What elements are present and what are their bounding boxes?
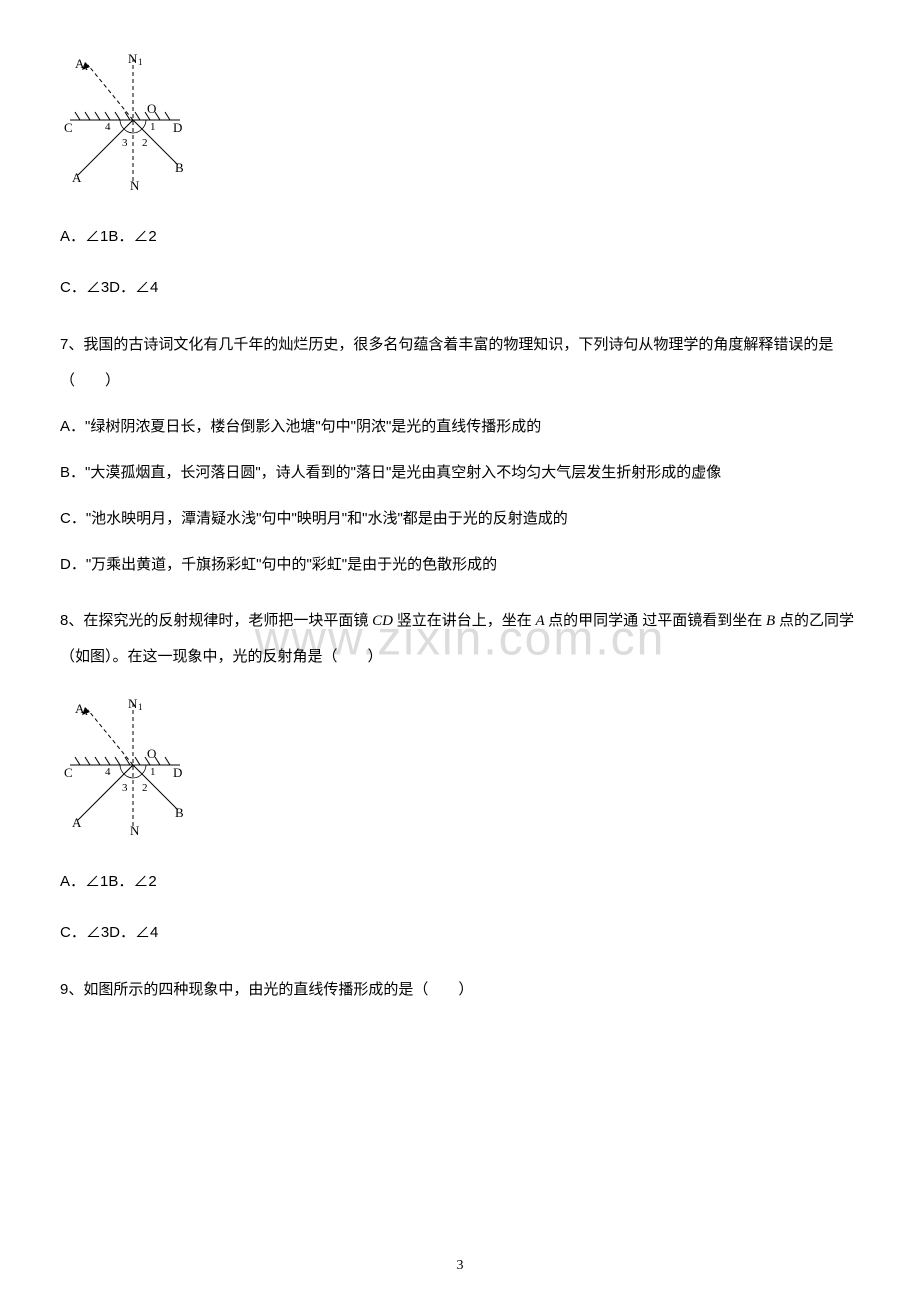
svg-text:1: 1 xyxy=(84,62,89,72)
label-1: 1 xyxy=(150,121,156,133)
svg-text:O: O xyxy=(147,746,156,761)
page-content: A1 N1 O C D A B N 1 2 3 4 A．∠1B．∠2 C．∠3D… xyxy=(60,50,860,1008)
q8-stem-p1: 8、在探究光的反射规律时，老师把一块平面镜 xyxy=(60,612,368,629)
svg-text:2: 2 xyxy=(142,782,148,794)
q8: 8、在探究光的反射规律时，老师把一块平面镜 CD 竖立在讲台上，坐在 A 点的甲… xyxy=(60,603,860,675)
label-o: O xyxy=(147,101,156,116)
label-3: 3 xyxy=(122,137,128,149)
label-4: 4 xyxy=(105,121,111,133)
q8-stem: 8、在探究光的反射规律时，老师把一块平面镜 CD 竖立在讲台上，坐在 A 点的甲… xyxy=(60,603,860,675)
svg-text:4: 4 xyxy=(105,766,111,778)
svg-text:N: N xyxy=(130,823,140,835)
page-number: 3 xyxy=(457,1258,464,1274)
q8-answer-ab: A．∠1B．∠2 xyxy=(60,870,860,891)
svg-text:1: 1 xyxy=(138,702,143,712)
q7-stem: 7、我国的古诗词文化有几千年的灿烂历史，很多名句蕴含着丰富的物理知识，下列诗句从… xyxy=(60,327,860,399)
q8-stem-p3: 点的甲同学通 过平面镜看到坐在 xyxy=(548,612,762,629)
svg-text:D: D xyxy=(173,765,182,780)
label-d: D xyxy=(173,120,182,135)
svg-text:N: N xyxy=(128,696,138,711)
q6-answer-ab: A．∠1B．∠2 xyxy=(60,225,860,246)
q6-answer-cd: C．∠3D．∠4 xyxy=(60,276,860,297)
reflection-diagram-1: A1 N1 O C D A B N 1 2 3 4 xyxy=(60,50,190,190)
q7-option-d: D．"万乘出黄道，千旗扬彩虹"句中的"彩虹"是由于光的色散形成的 xyxy=(60,547,860,583)
q8-var-cd: CD xyxy=(368,613,396,629)
q8-stem-p2: 竖立在讲台上，坐在 xyxy=(397,612,532,629)
svg-text:1: 1 xyxy=(138,57,143,67)
q7: 7、我国的古诗词文化有几千年的灿烂历史，很多名句蕴含着丰富的物理知识，下列诗句从… xyxy=(60,327,860,583)
label-b: B xyxy=(175,160,184,175)
label-n1: N xyxy=(128,51,138,66)
label-a: A xyxy=(72,170,82,185)
q8-var-b: B xyxy=(762,613,779,629)
q9: 9、如图所示的四种现象中，由光的直线传播形成的是（ ） xyxy=(60,972,860,1008)
svg-text:1: 1 xyxy=(150,766,156,778)
label-2: 2 xyxy=(142,137,148,149)
q7-option-a: A．"绿树阴浓夏日长，楼台倒影入池塘"句中"阴浓"是光的直线传播形成的 xyxy=(60,409,860,445)
label-n: N xyxy=(130,178,140,190)
q7-option-b: B．"大漠孤烟直，长河落日圆"，诗人看到的"落日"是光由真空射入不均匀大气层发生… xyxy=(60,455,860,491)
svg-text:1: 1 xyxy=(84,707,89,717)
q8-answer-cd: C．∠3D．∠4 xyxy=(60,921,860,942)
svg-text:B: B xyxy=(175,805,184,820)
q6-diagram: A1 N1 O C D A B N 1 2 3 4 xyxy=(60,50,860,195)
reflection-diagram-2: A1 N1 O C D A B N 1 2 3 4 xyxy=(60,695,190,835)
q7-option-c: C．"池水映明月，潭清疑水浅"句中"映明月"和"水浅"都是由于光的反射造成的 xyxy=(60,501,860,537)
q8-diagram: A1 N1 O C D A B N 1 2 3 4 xyxy=(60,695,860,840)
q9-stem: 9、如图所示的四种现象中，由光的直线传播形成的是（ ） xyxy=(60,972,860,1008)
svg-text:A: A xyxy=(72,815,82,830)
label-c: C xyxy=(64,120,73,135)
svg-text:C: C xyxy=(64,765,73,780)
svg-text:3: 3 xyxy=(122,782,128,794)
q8-var-a: A xyxy=(532,613,548,629)
